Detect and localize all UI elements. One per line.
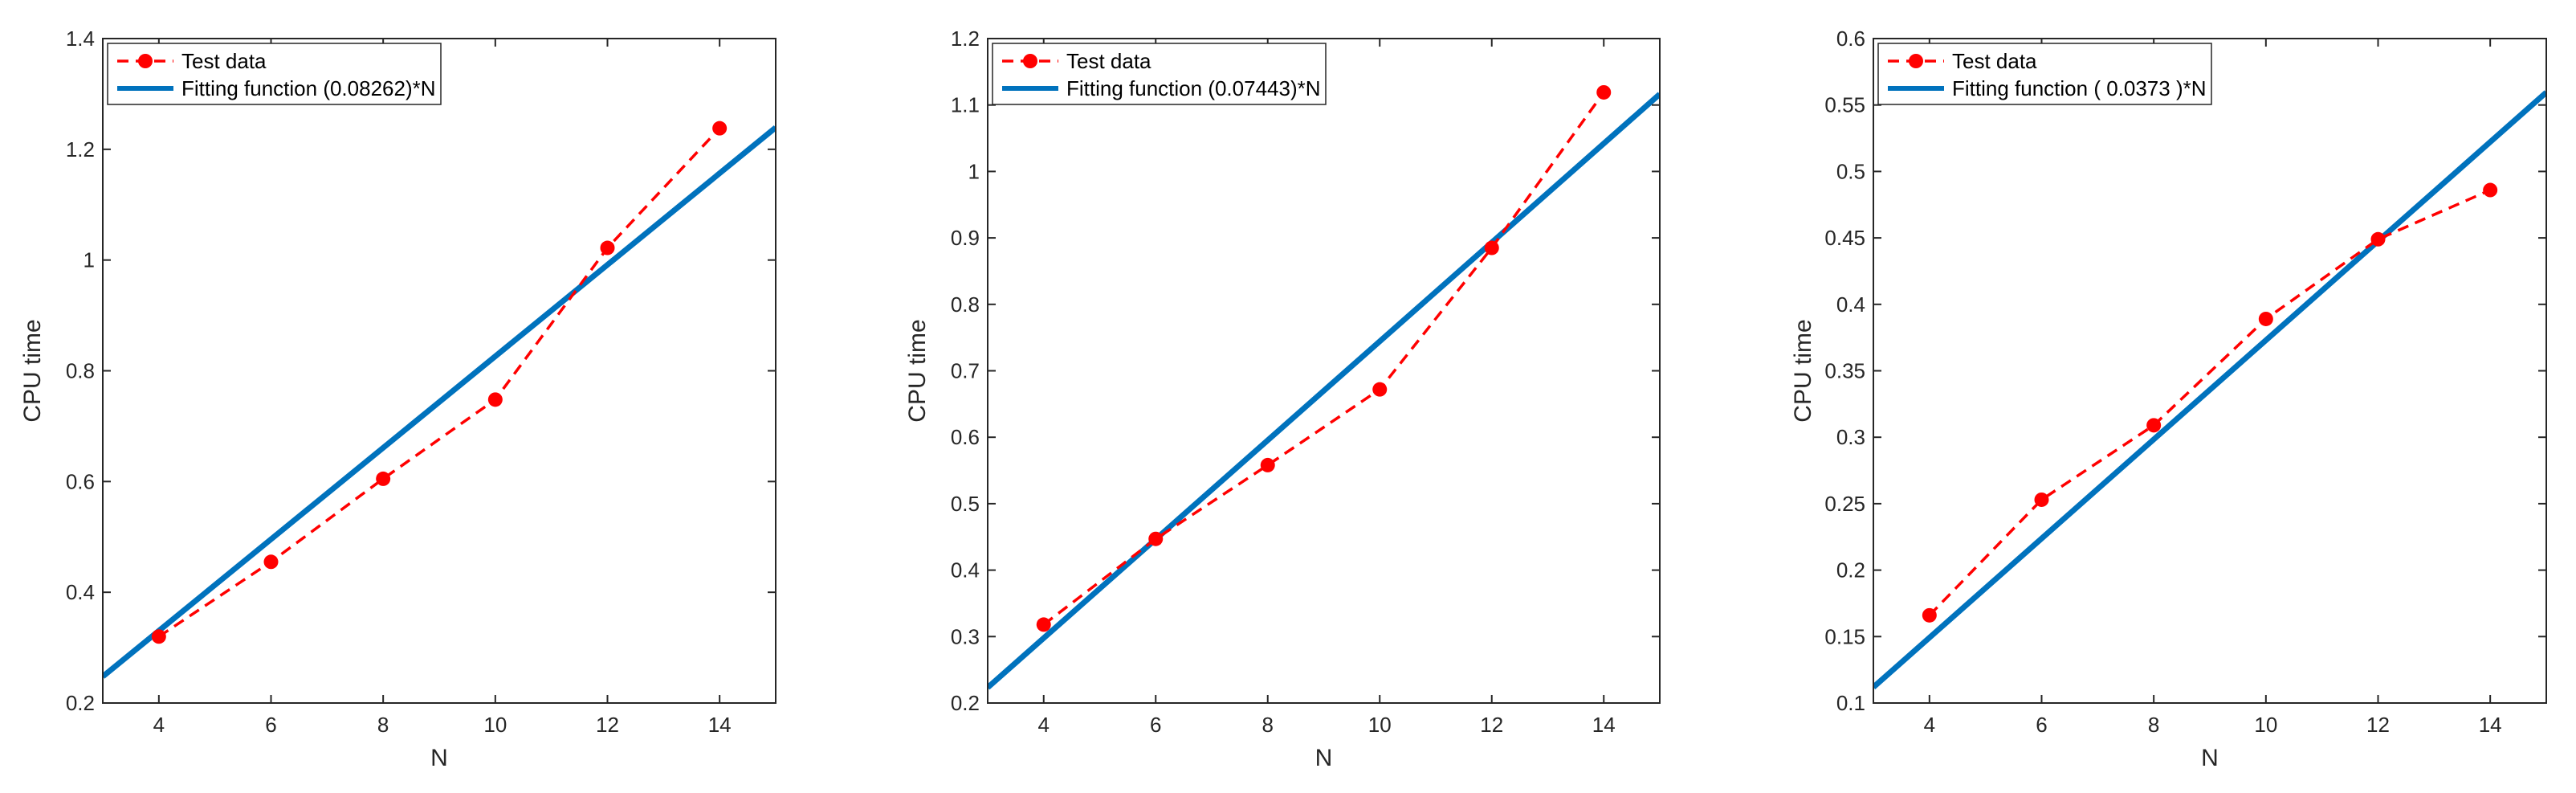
chart-panel-3: 4 6 8 10 12 14 0.1 0.15 0.2 0.25 0.3 0.35 0.4 0.45 0.5… xyxy=(1790,27,2547,771)
test-data-point xyxy=(1922,607,1937,623)
legend: Test data Fitting function (0.08262)*N xyxy=(107,43,442,105)
fit-line xyxy=(1873,90,2546,689)
y-tick-label: 1 xyxy=(968,159,980,183)
y-tick-label: 0.3 xyxy=(1836,425,1865,449)
legend-box xyxy=(992,43,1327,105)
fit-line xyxy=(103,125,776,679)
y-tick-label: 0.6 xyxy=(66,469,95,493)
x-tick-label: 8 xyxy=(377,713,389,737)
test-data-point xyxy=(376,471,391,486)
x-tick-label: 6 xyxy=(1150,713,1161,737)
x-tick-label: 8 xyxy=(2148,713,2159,737)
y-tick-label: 0.45 xyxy=(1824,226,1865,250)
x-axis-label: N xyxy=(430,745,448,771)
x-tick-label: 6 xyxy=(265,713,276,737)
legend-marker-test-data xyxy=(138,54,153,68)
legend-label-fit: Fitting function (0.08262)*N xyxy=(181,76,436,100)
y-tick-label: 0.9 xyxy=(951,226,980,250)
y-tick-label: 0.3 xyxy=(951,624,980,648)
y-tick-label: 0.2 xyxy=(1836,558,1865,582)
y-tick-label: 0.6 xyxy=(1836,27,1865,51)
y-tick-label: 0.2 xyxy=(951,691,980,715)
x-axis-label: N xyxy=(1315,745,1333,771)
test-data-line xyxy=(157,127,721,638)
test-data-point xyxy=(1372,382,1388,397)
y-tick-label: 0.25 xyxy=(1824,492,1865,516)
x-axis-label: N xyxy=(2201,745,2219,771)
x-tick-label: 4 xyxy=(1038,713,1050,737)
test-data-point xyxy=(263,554,279,570)
test-data-line xyxy=(1042,91,1605,626)
test-data-point xyxy=(2258,311,2273,326)
x-tick-label: 12 xyxy=(1480,713,1503,737)
test-data-point xyxy=(2034,492,2049,507)
y-tick-label: 0.2 xyxy=(66,691,95,715)
plot-area xyxy=(988,39,1660,703)
y-tick-label: 0.4 xyxy=(951,558,980,582)
legend-label-test-data: Test data xyxy=(181,49,267,73)
x-tick-label: 10 xyxy=(2254,713,2277,737)
legend: Test data Fitting function ( 0.0373 )*N xyxy=(1877,43,2212,105)
fit-line xyxy=(988,92,1660,690)
x-tick-label: 14 xyxy=(708,713,732,737)
x-tick-label: 8 xyxy=(1262,713,1274,737)
test-data-point xyxy=(2370,231,2386,247)
y-tick-label: 0.55 xyxy=(1824,93,1865,117)
test-data-point xyxy=(2146,418,2162,433)
legend-label-fit: Fitting function ( 0.0373 )*N xyxy=(1952,76,2207,100)
y-tick-label: 0.4 xyxy=(1836,292,1865,317)
y-tick-label: 0.8 xyxy=(951,292,980,317)
y-tick-label: 0.5 xyxy=(951,492,980,516)
test-data-point xyxy=(487,392,503,407)
test-data-point xyxy=(1148,531,1164,546)
legend-marker-test-data xyxy=(1023,54,1037,68)
y-axis-label: CPU time xyxy=(1790,319,1816,422)
x-tick-label: 14 xyxy=(1592,713,1616,737)
test-data-point xyxy=(1260,457,1275,472)
y-axis-label: CPU time xyxy=(19,319,46,422)
y-tick-label: 1.2 xyxy=(951,27,980,51)
y-tick-label: 1.4 xyxy=(66,27,95,51)
x-tick-label: 14 xyxy=(2479,713,2502,737)
legend-label-test-data: Test data xyxy=(1066,49,1151,73)
y-tick-label: 1.2 xyxy=(66,137,95,161)
x-tick-label: 4 xyxy=(153,713,165,737)
x-tick-label: 6 xyxy=(2036,713,2047,737)
y-tick-label: 0.7 xyxy=(951,359,980,383)
legend-marker-test-data xyxy=(1909,54,1923,68)
y-tick-label: 0.8 xyxy=(66,359,95,383)
legend: Test data Fitting function (0.07443)*N xyxy=(992,43,1327,105)
legend-label-test-data: Test data xyxy=(1952,49,2037,73)
test-data-line xyxy=(1928,188,2491,617)
test-data-point xyxy=(2483,182,2498,198)
chart-panel-1: 4 6 8 10 12 14 0.2 0.4 0.6 0.8 1 1.2 1.4 N CPU time Tes… xyxy=(19,27,776,771)
chart-panel-2: 4 6 8 10 12 14 0.2 0.3 0.4 0.5 0.6 0.7 0.8 0.9 1 1.1 1.2… xyxy=(904,27,1661,771)
y-tick-label: 1 xyxy=(84,248,95,272)
x-tick-label: 12 xyxy=(596,713,619,737)
y-tick-label: 1.1 xyxy=(951,93,980,117)
x-tick-label: 4 xyxy=(1924,713,1935,737)
plot-area xyxy=(103,39,776,703)
y-tick-label: 0.4 xyxy=(66,580,95,604)
test-data-point xyxy=(600,240,615,255)
test-data-point xyxy=(151,629,166,644)
x-tick-label: 10 xyxy=(483,713,507,737)
x-tick-label: 10 xyxy=(1368,713,1392,737)
test-data-point xyxy=(1596,84,1612,100)
y-tick-label: 0.6 xyxy=(951,425,980,449)
test-data-point xyxy=(1484,240,1499,255)
legend-label-fit: Fitting function (0.07443)*N xyxy=(1066,76,1321,100)
y-tick-label: 0.15 xyxy=(1824,624,1865,648)
y-axis-label: CPU time xyxy=(904,319,931,422)
legend-box xyxy=(1877,43,2212,105)
y-tick-label: 0.35 xyxy=(1824,359,1865,383)
legend-box xyxy=(107,43,442,105)
test-data-point xyxy=(712,121,728,136)
test-data-point xyxy=(1036,617,1051,632)
y-tick-label: 0.5 xyxy=(1836,159,1865,183)
x-tick-label: 12 xyxy=(2366,713,2390,737)
y-tick-label: 0.1 xyxy=(1836,691,1865,715)
